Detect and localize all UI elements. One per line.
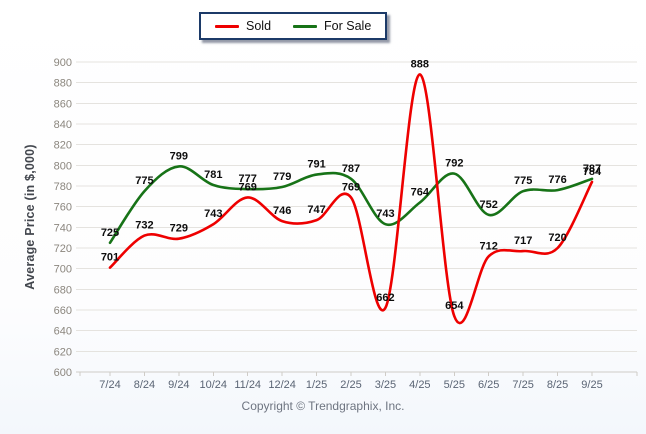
svg-text:776: 776 [548,174,566,186]
svg-text:8/25: 8/25 [547,379,568,391]
svg-text:701: 701 [101,252,119,264]
y-axis-title: Average Price (in $,000) [23,144,37,290]
series-line-for-sale [108,165,594,245]
svg-text:769: 769 [239,181,257,193]
svg-text:11/24: 11/24 [234,379,261,391]
svg-text:5/25: 5/25 [444,379,465,391]
chart-legend: Sold For Sale [199,12,388,40]
svg-text:732: 732 [135,220,153,232]
svg-text:860: 860 [54,98,72,110]
gridlines [76,61,637,373]
for-sale-line-swatch [293,24,318,28]
svg-text:7/24: 7/24 [99,379,120,391]
svg-text:1/25: 1/25 [306,379,327,391]
svg-text:720: 720 [548,232,566,244]
svg-text:4/25: 4/25 [409,379,430,391]
svg-text:725: 725 [101,227,119,239]
svg-text:9/25: 9/25 [581,379,602,391]
svg-text:752: 752 [480,199,498,211]
svg-text:700: 700 [54,264,72,276]
svg-text:760: 760 [54,202,72,214]
svg-text:654: 654 [445,300,464,312]
svg-text:680: 680 [54,284,72,296]
svg-text:3/25: 3/25 [375,379,396,391]
svg-text:820: 820 [54,140,72,152]
svg-text:12/24: 12/24 [268,379,296,391]
svg-text:743: 743 [204,208,222,220]
legend-label-for-sale: For Sale [324,19,372,33]
svg-text:717: 717 [514,235,532,247]
svg-text:746: 746 [273,205,291,217]
svg-text:9/24: 9/24 [168,379,189,391]
svg-text:792: 792 [445,158,463,170]
data-labels: 725 775 799 781 777 779 791 787 743 764 792 752 775 7… [101,58,602,312]
svg-text:787: 787 [342,163,360,175]
legend-item-for-sale[interactable]: For Sale [293,19,371,33]
svg-text:660: 660 [54,305,72,317]
sold-line-swatch [215,24,239,28]
svg-text:747: 747 [307,204,325,216]
legend-label-sold: Sold [246,19,272,33]
svg-text:662: 662 [376,292,394,304]
svg-text:7/25: 7/25 [512,379,533,391]
legend-item-sold[interactable]: Sold [215,19,271,33]
svg-text:743: 743 [376,208,394,220]
svg-text:900: 900 [54,57,72,69]
svg-text:720: 720 [54,243,72,255]
svg-text:775: 775 [514,175,532,187]
svg-text:600: 600 [54,367,72,379]
svg-text:840: 840 [54,119,72,131]
svg-text:784: 784 [583,166,602,178]
svg-text:640: 640 [54,326,72,338]
svg-text:764: 764 [411,187,430,199]
svg-text:740: 740 [54,222,72,234]
svg-text:8/24: 8/24 [134,379,155,391]
svg-text:779: 779 [273,171,291,183]
svg-text:780: 780 [54,181,72,193]
svg-text:791: 791 [307,159,325,171]
svg-text:729: 729 [170,223,188,235]
svg-text:775: 775 [135,175,153,187]
x-axis-tick-labels: 7/24 8/24 9/24 10/24 11/24 12/24 1/25 2/25 3/25 4… [99,379,602,391]
svg-text:777: 777 [239,173,257,185]
svg-text:10/24: 10/24 [200,379,228,391]
svg-text:781: 781 [204,169,222,181]
copyright-text: Copyright © Trendgraphix, Inc. [241,399,405,413]
svg-text:880: 880 [54,78,72,90]
svg-text:769: 769 [342,181,360,193]
x-axis-ticks [79,372,638,376]
svg-text:620: 620 [54,346,72,358]
y-axis-tick-labels: 600 620 640 660 680 700 720 740 760 780 800 820 840 8… [54,57,72,379]
svg-text:6/25: 6/25 [478,379,499,391]
svg-text:888: 888 [411,58,429,70]
series-line-sold [108,73,594,325]
svg-text:799: 799 [170,150,188,162]
svg-text:712: 712 [480,240,498,252]
svg-text:787: 787 [583,163,601,175]
svg-text:2/25: 2/25 [340,379,361,391]
svg-text:800: 800 [54,160,72,172]
